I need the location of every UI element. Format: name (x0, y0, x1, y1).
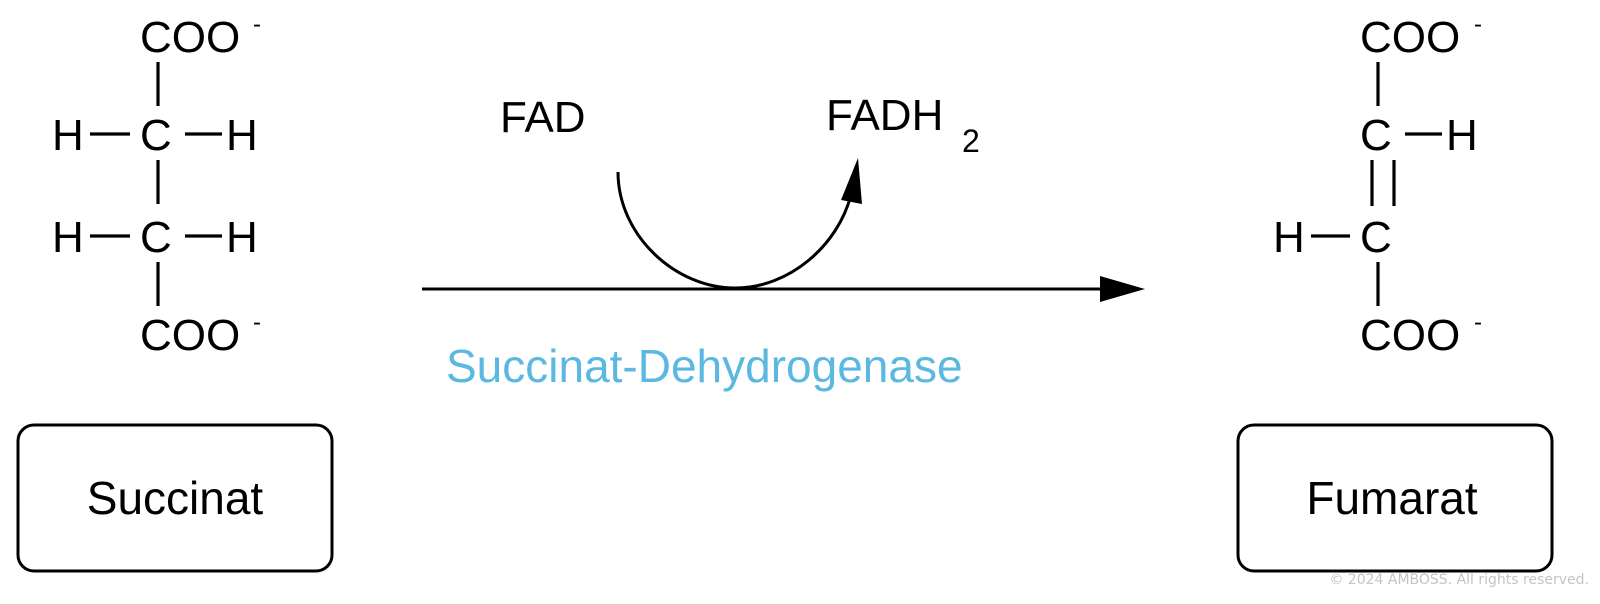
cofactor-curved-arrow (616, 158, 862, 290)
succinate-bottom-charge: - (253, 309, 261, 336)
succinate-top-carboxylate: COO (140, 13, 240, 62)
cofactor-arrowhead (841, 158, 862, 204)
enzyme-name: Succinat-Dehydrogenase (446, 340, 963, 392)
succinate-c2-right-hydrogen: H (226, 213, 258, 262)
fumarate-c1-carbon: C (1360, 111, 1392, 160)
succinate-c1-left-hydrogen: H (52, 111, 84, 160)
succinate-bottom-carboxylate: COO (140, 311, 240, 360)
cofactor-fad-label: FAD (500, 93, 586, 142)
succinate-c1-carbon: C (140, 111, 172, 160)
fumarate-c2-carbon: C (1360, 213, 1392, 262)
fumarate-c2-left-hydrogen: H (1273, 213, 1305, 262)
fumarate-label: Fumarat (1306, 472, 1477, 524)
copyright-notice: © 2024 AMBOSS. All rights reserved. (1329, 572, 1589, 588)
fumarate-label-box: Fumarat (1236, 423, 1554, 573)
succinate-c2-left-hydrogen: H (52, 213, 84, 262)
fumarate-bottom-charge: - (1474, 309, 1482, 336)
cofactor-fadh-subscript: 2 (962, 123, 980, 159)
fumarate-structure: COO - C H H C COO - (1273, 11, 1482, 360)
fumarate-top-carboxylate: COO (1360, 13, 1460, 62)
succinate-structure: COO - H C H H C H COO - (52, 11, 261, 360)
succinate-c2-carbon: C (140, 213, 172, 262)
succinate-label-box: Succinat (16, 423, 334, 573)
succinate-c1-right-hydrogen: H (226, 111, 258, 160)
succinate-label: Succinat (87, 472, 264, 524)
fumarate-c1-right-hydrogen: H (1446, 111, 1478, 160)
reaction-arrow (422, 276, 1145, 302)
succinate-top-charge: - (253, 11, 261, 38)
cofactor-arc (616, 171, 853, 290)
fumarate-top-charge: - (1474, 11, 1482, 38)
cofactor-fadh2-label: FADH 2 (826, 91, 980, 159)
cofactor-fadh-main: FADH (826, 91, 943, 140)
fumarate-bottom-carboxylate: COO (1360, 311, 1460, 360)
reaction-arrowhead (1100, 276, 1145, 302)
